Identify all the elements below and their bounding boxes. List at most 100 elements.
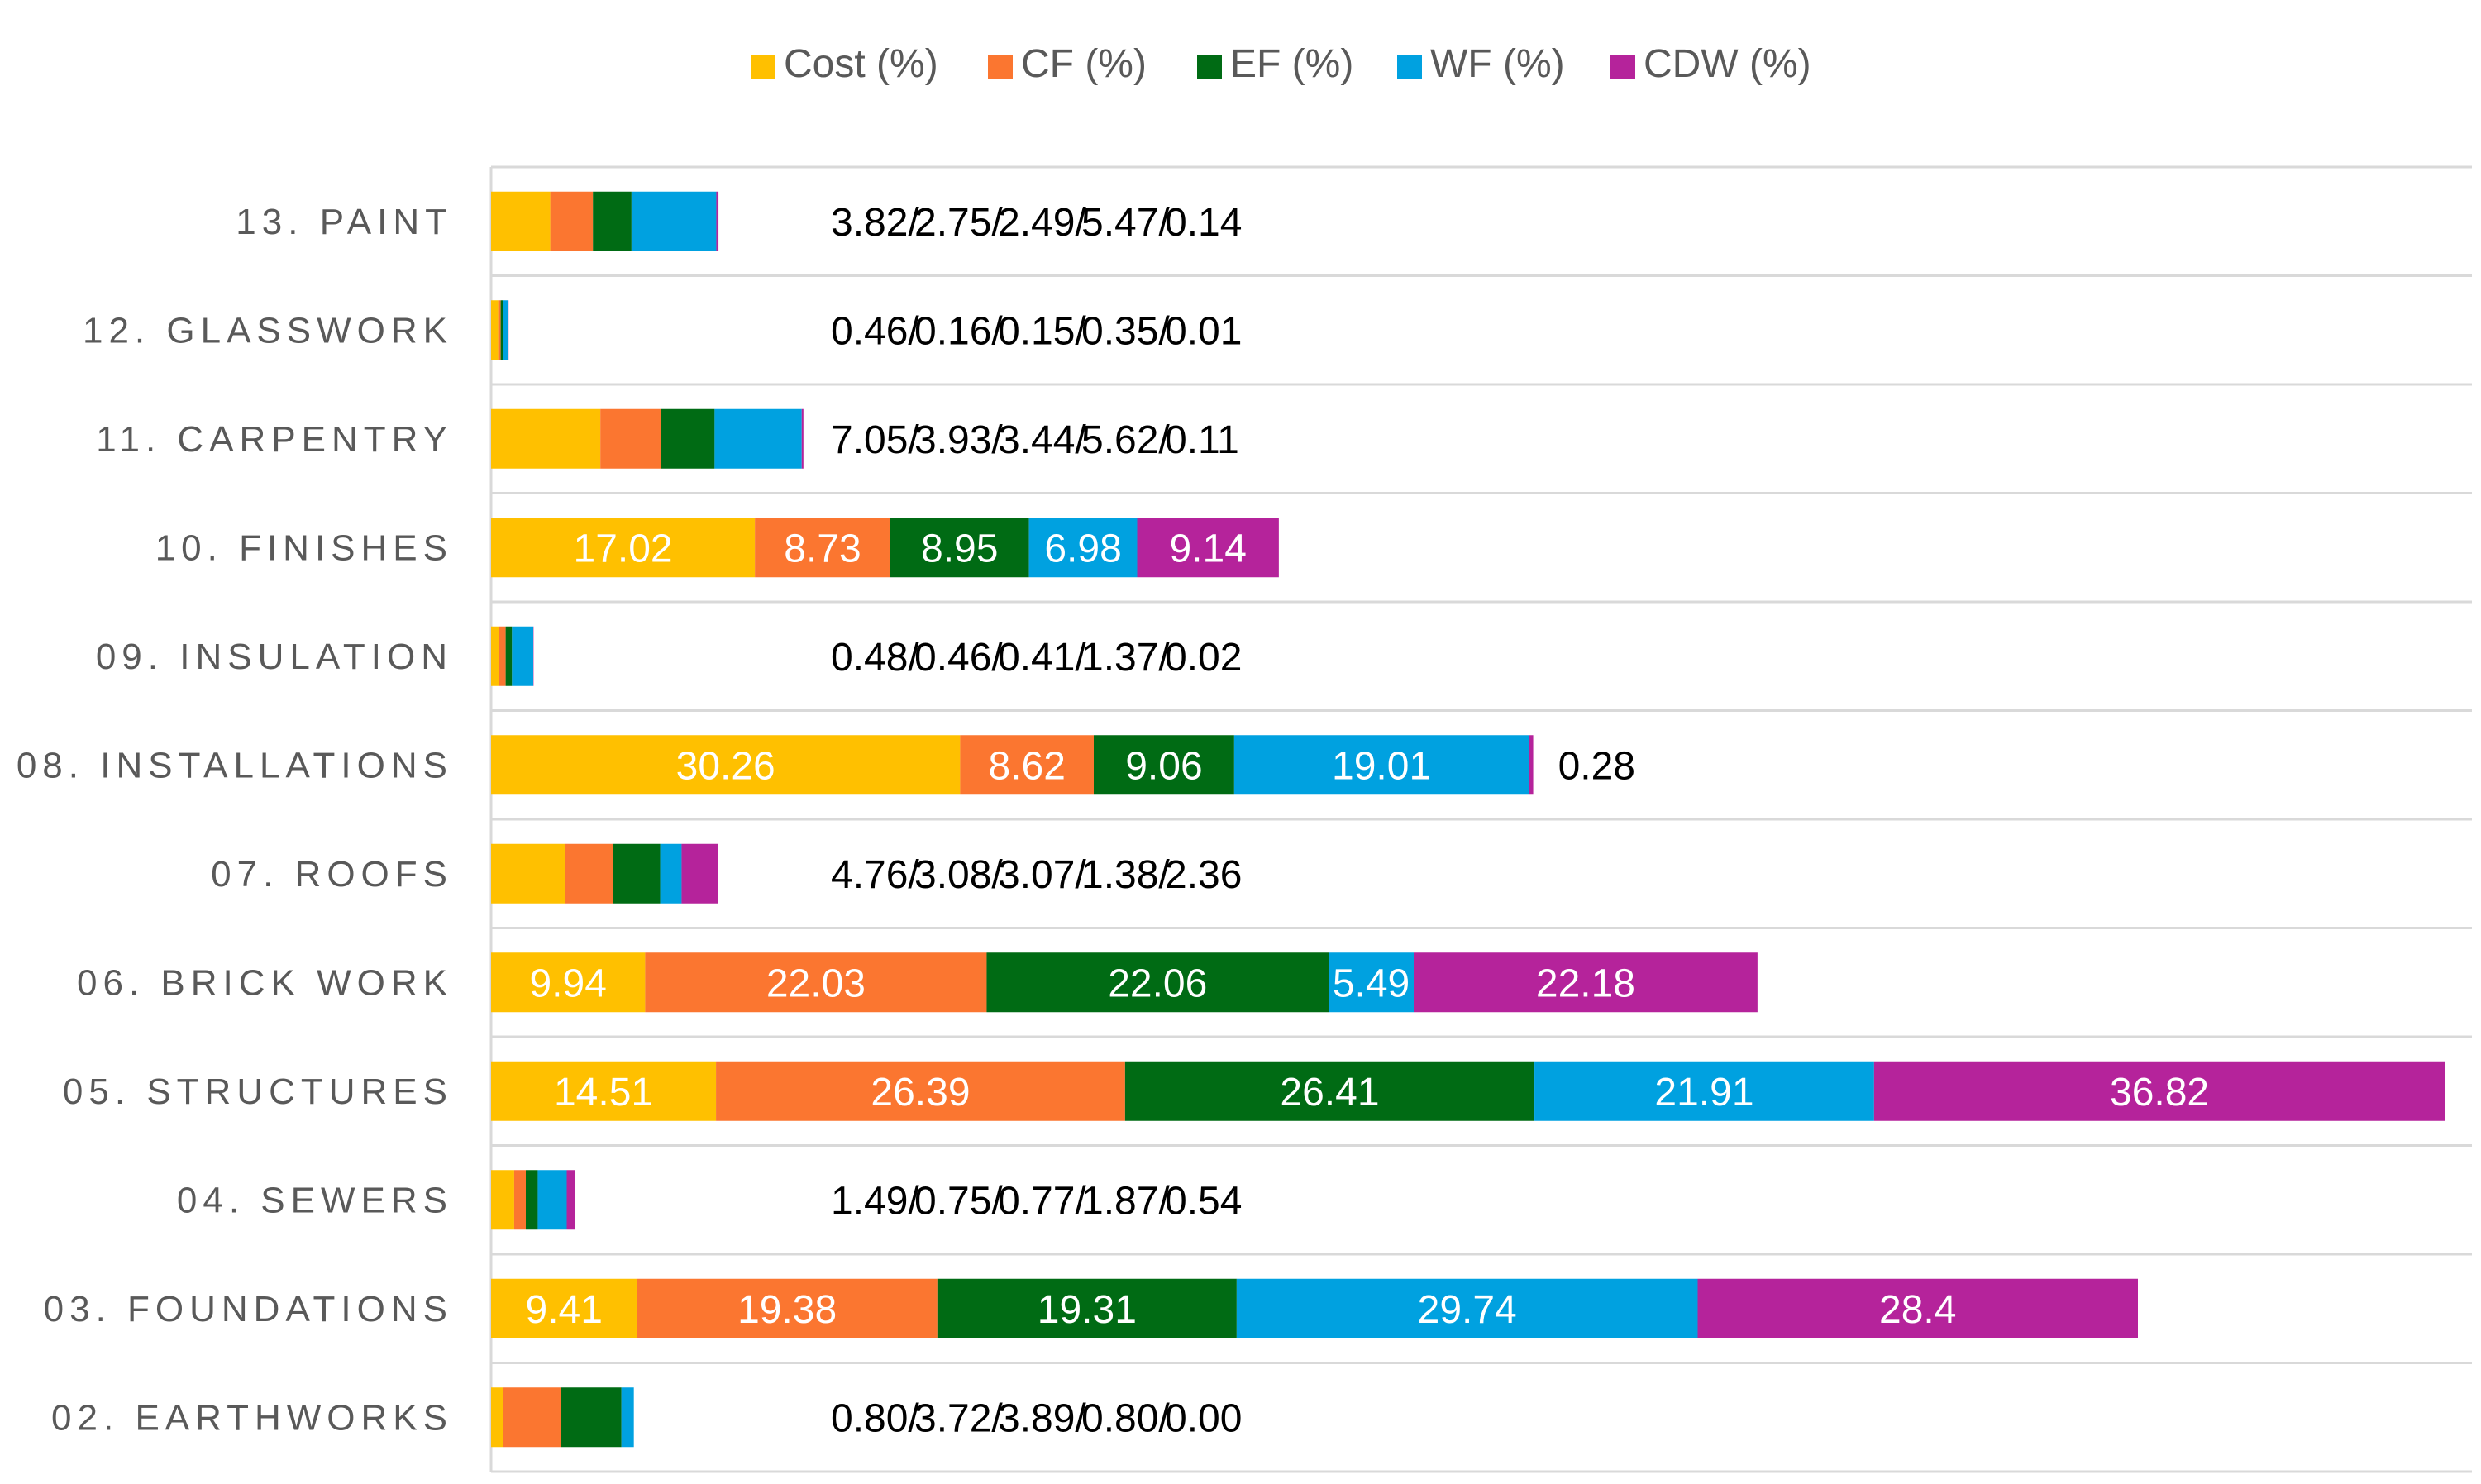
data-label-07-roofs-cf: 3.08/ (914, 853, 1003, 897)
bar-segment-04-sewers-cf (514, 1170, 526, 1229)
bar-segment-08-installations-cdw (1529, 735, 1533, 794)
data-label-09-insulation-cf: 0.46/ (914, 636, 1003, 680)
legend-swatch-cf (988, 55, 1013, 79)
bar-segment-02-earthworks-ef (561, 1387, 622, 1447)
data-label-07-roofs-cdw: 2.36 (1165, 853, 1242, 897)
data-label-10-finishes-wf: 6.98 (1044, 527, 1121, 570)
data-label-03-foundations-cost: 9.41 (526, 1288, 603, 1332)
data-label-04-sewers-cf: 0.75/ (914, 1179, 1003, 1223)
data-label-06-brick-work-cdw: 22.18 (1536, 961, 1635, 1005)
data-label-05-structures-ef: 26.41 (1280, 1071, 1379, 1114)
category-label-06-brick-work: 06. BRICK WORK (77, 962, 453, 1003)
data-label-05-structures-cost: 14.51 (554, 1071, 653, 1114)
data-label-12-glasswork-cf: 0.16/ (914, 309, 1003, 353)
legend-swatch-cost (751, 55, 775, 79)
category-label-11-carpentry: 11. CARPENTRY (96, 419, 453, 460)
legend: Cost (%) CF (%) EF (%) WF (%) CDW (%) (751, 42, 1811, 86)
bar-segment-13-paint-ef (593, 192, 632, 251)
data-label-07-roofs-cost: 4.76/ (831, 853, 919, 897)
data-label-08-installations-wf: 19.01 (1332, 744, 1431, 788)
data-label-12-glasswork-cost: 0.46/ (831, 309, 919, 353)
gridlines (491, 167, 2472, 1472)
data-label-07-roofs-wf: 1.38/ (1081, 853, 1170, 897)
category-label-04-sewers: 04. SEWERS (177, 1180, 453, 1220)
bar-segment-04-sewers-cdw (567, 1170, 575, 1229)
data-label-02-earthworks-cost: 0.80/ (831, 1396, 919, 1440)
category-label-08-installations: 08. INSTALLATIONS (17, 745, 453, 785)
bar-segment-04-sewers-ef (526, 1170, 537, 1229)
data-label-10-finishes-cost: 17.02 (574, 527, 673, 570)
bar-segment-11-carpentry-cdw (802, 409, 804, 469)
data-label-12-glasswork-ef: 0.15/ (998, 309, 1086, 353)
data-label-11-carpentry-cdw: 0.11 (1165, 418, 1239, 462)
data-label-02-earthworks-cf: 3.72/ (914, 1396, 1003, 1440)
category-label-12-glasswork: 12. GLASSWORK (83, 310, 453, 351)
category-label-07-roofs: 07. ROOFS (211, 854, 453, 895)
legend-swatch-wf (1397, 55, 1422, 79)
bar-segment-07-roofs-cdw (681, 844, 718, 904)
data-label-08-installations-ef: 9.06 (1125, 744, 1202, 788)
bar-segment-12-glasswork-ef (501, 300, 503, 360)
data-label-09-insulation-cdw: 0.02 (1165, 636, 1242, 680)
bar-segment-07-roofs-ef (613, 844, 661, 904)
data-label-13-paint-cdw: 0.14 (1165, 201, 1242, 245)
legend-label-wf: WF (%) (1430, 42, 1565, 86)
category-label-13-paint: 13. PAINT (236, 202, 453, 242)
data-label-04-sewers-cost: 1.49/ (831, 1179, 919, 1223)
data-label-13-paint-cf: 2.75/ (914, 201, 1003, 245)
bar-segment-02-earthworks-wf (622, 1387, 634, 1447)
data-label-04-sewers-wf: 1.87/ (1081, 1179, 1170, 1223)
bar-segment-11-carpentry-cost (491, 409, 600, 469)
data-label-13-paint-ef: 2.49/ (998, 201, 1086, 245)
data-label-06-brick-work-cost: 9.94 (529, 961, 606, 1005)
category-axis: 13. PAINT 12. GLASSWORK 11. CARPENTRY 10. F… (17, 202, 453, 1439)
bar-segment-13-paint-cdw (716, 192, 718, 251)
bar-segment-13-paint-wf (632, 192, 717, 251)
data-label-03-foundations-cdw: 28.4 (1879, 1288, 1956, 1332)
data-label-02-earthworks-ef: 3.89/ (998, 1396, 1086, 1440)
data-label-04-sewers-cdw: 0.54 (1165, 1179, 1242, 1223)
category-label-05-structures: 05. STRUCTURES (63, 1071, 453, 1112)
data-label-06-brick-work-ef: 22.06 (1108, 961, 1207, 1005)
data-label-04-sewers-ef: 0.77/ (998, 1179, 1086, 1223)
legend-label-cost: Cost (%) (784, 42, 938, 86)
data-label-10-finishes-cf: 8.73 (784, 527, 861, 570)
data-label-11-carpentry-cost: 7.05/ (831, 418, 919, 462)
data-label-09-insulation-ef: 0.41/ (998, 636, 1086, 680)
bar-segment-07-roofs-wf (661, 844, 682, 904)
data-label-12-glasswork-wf: 0.35/ (1081, 309, 1170, 353)
data-label-11-carpentry-ef: 3.44/ (998, 418, 1086, 462)
category-label-09-insulation: 09. INSULATION (96, 637, 453, 677)
bar-segment-09-insulation-cost (491, 627, 499, 686)
category-label-02-earthworks: 02. EARTHWORKS (51, 1397, 453, 1438)
bar-segment-11-carpentry-cf (600, 409, 661, 469)
stacked-bar-chart: Cost (%) CF (%) EF (%) WF (%) CDW (%) 13. PA… (0, 0, 2481, 1484)
data-label-08-installations-cf: 8.62 (988, 744, 1065, 788)
legend-label-cf: CF (%) (1021, 42, 1147, 86)
bar-segment-07-roofs-cf (565, 844, 613, 904)
data-label-11-carpentry-cf: 3.93/ (914, 418, 1003, 462)
bar-segment-09-insulation-wf (512, 627, 533, 686)
category-label-03-foundations: 03. FOUNDATIONS (44, 1289, 453, 1329)
data-label-05-structures-wf: 21.91 (1654, 1071, 1753, 1114)
legend-label-ef: EF (%) (1230, 42, 1353, 86)
data-label-03-foundations-cf: 19.38 (737, 1288, 837, 1332)
bar-segment-04-sewers-wf (537, 1170, 566, 1229)
bar-segment-12-glasswork-cost (491, 300, 499, 360)
bar-segment-11-carpentry-ef (661, 409, 715, 469)
data-label-06-brick-work-wf: 5.49 (1333, 961, 1410, 1005)
bar-segment-09-insulation-ef (506, 627, 513, 686)
data-label-07-roofs-ef: 3.07/ (998, 853, 1086, 897)
bar-segment-11-carpentry-wf (714, 409, 801, 469)
data-label-10-finishes-ef: 8.95 (921, 527, 998, 570)
data-label-12-glasswork-cdw: 0.01 (1165, 309, 1242, 353)
bar-segment-07-roofs-cost (491, 844, 565, 904)
category-label-10-finishes: 10. FINISHES (155, 527, 453, 568)
bar-segment-04-sewers-cost (491, 1170, 514, 1229)
data-label-05-structures-cdw: 36.82 (2110, 1071, 2209, 1114)
data-label-09-insulation-cost: 0.48/ (831, 636, 919, 680)
data-label-02-earthworks-cdw: 0.00 (1165, 1396, 1242, 1440)
legend-swatch-ef (1197, 55, 1222, 79)
data-label-13-paint-wf: 5.47/ (1081, 201, 1170, 245)
legend-label-cdw: CDW (%) (1644, 42, 1811, 86)
